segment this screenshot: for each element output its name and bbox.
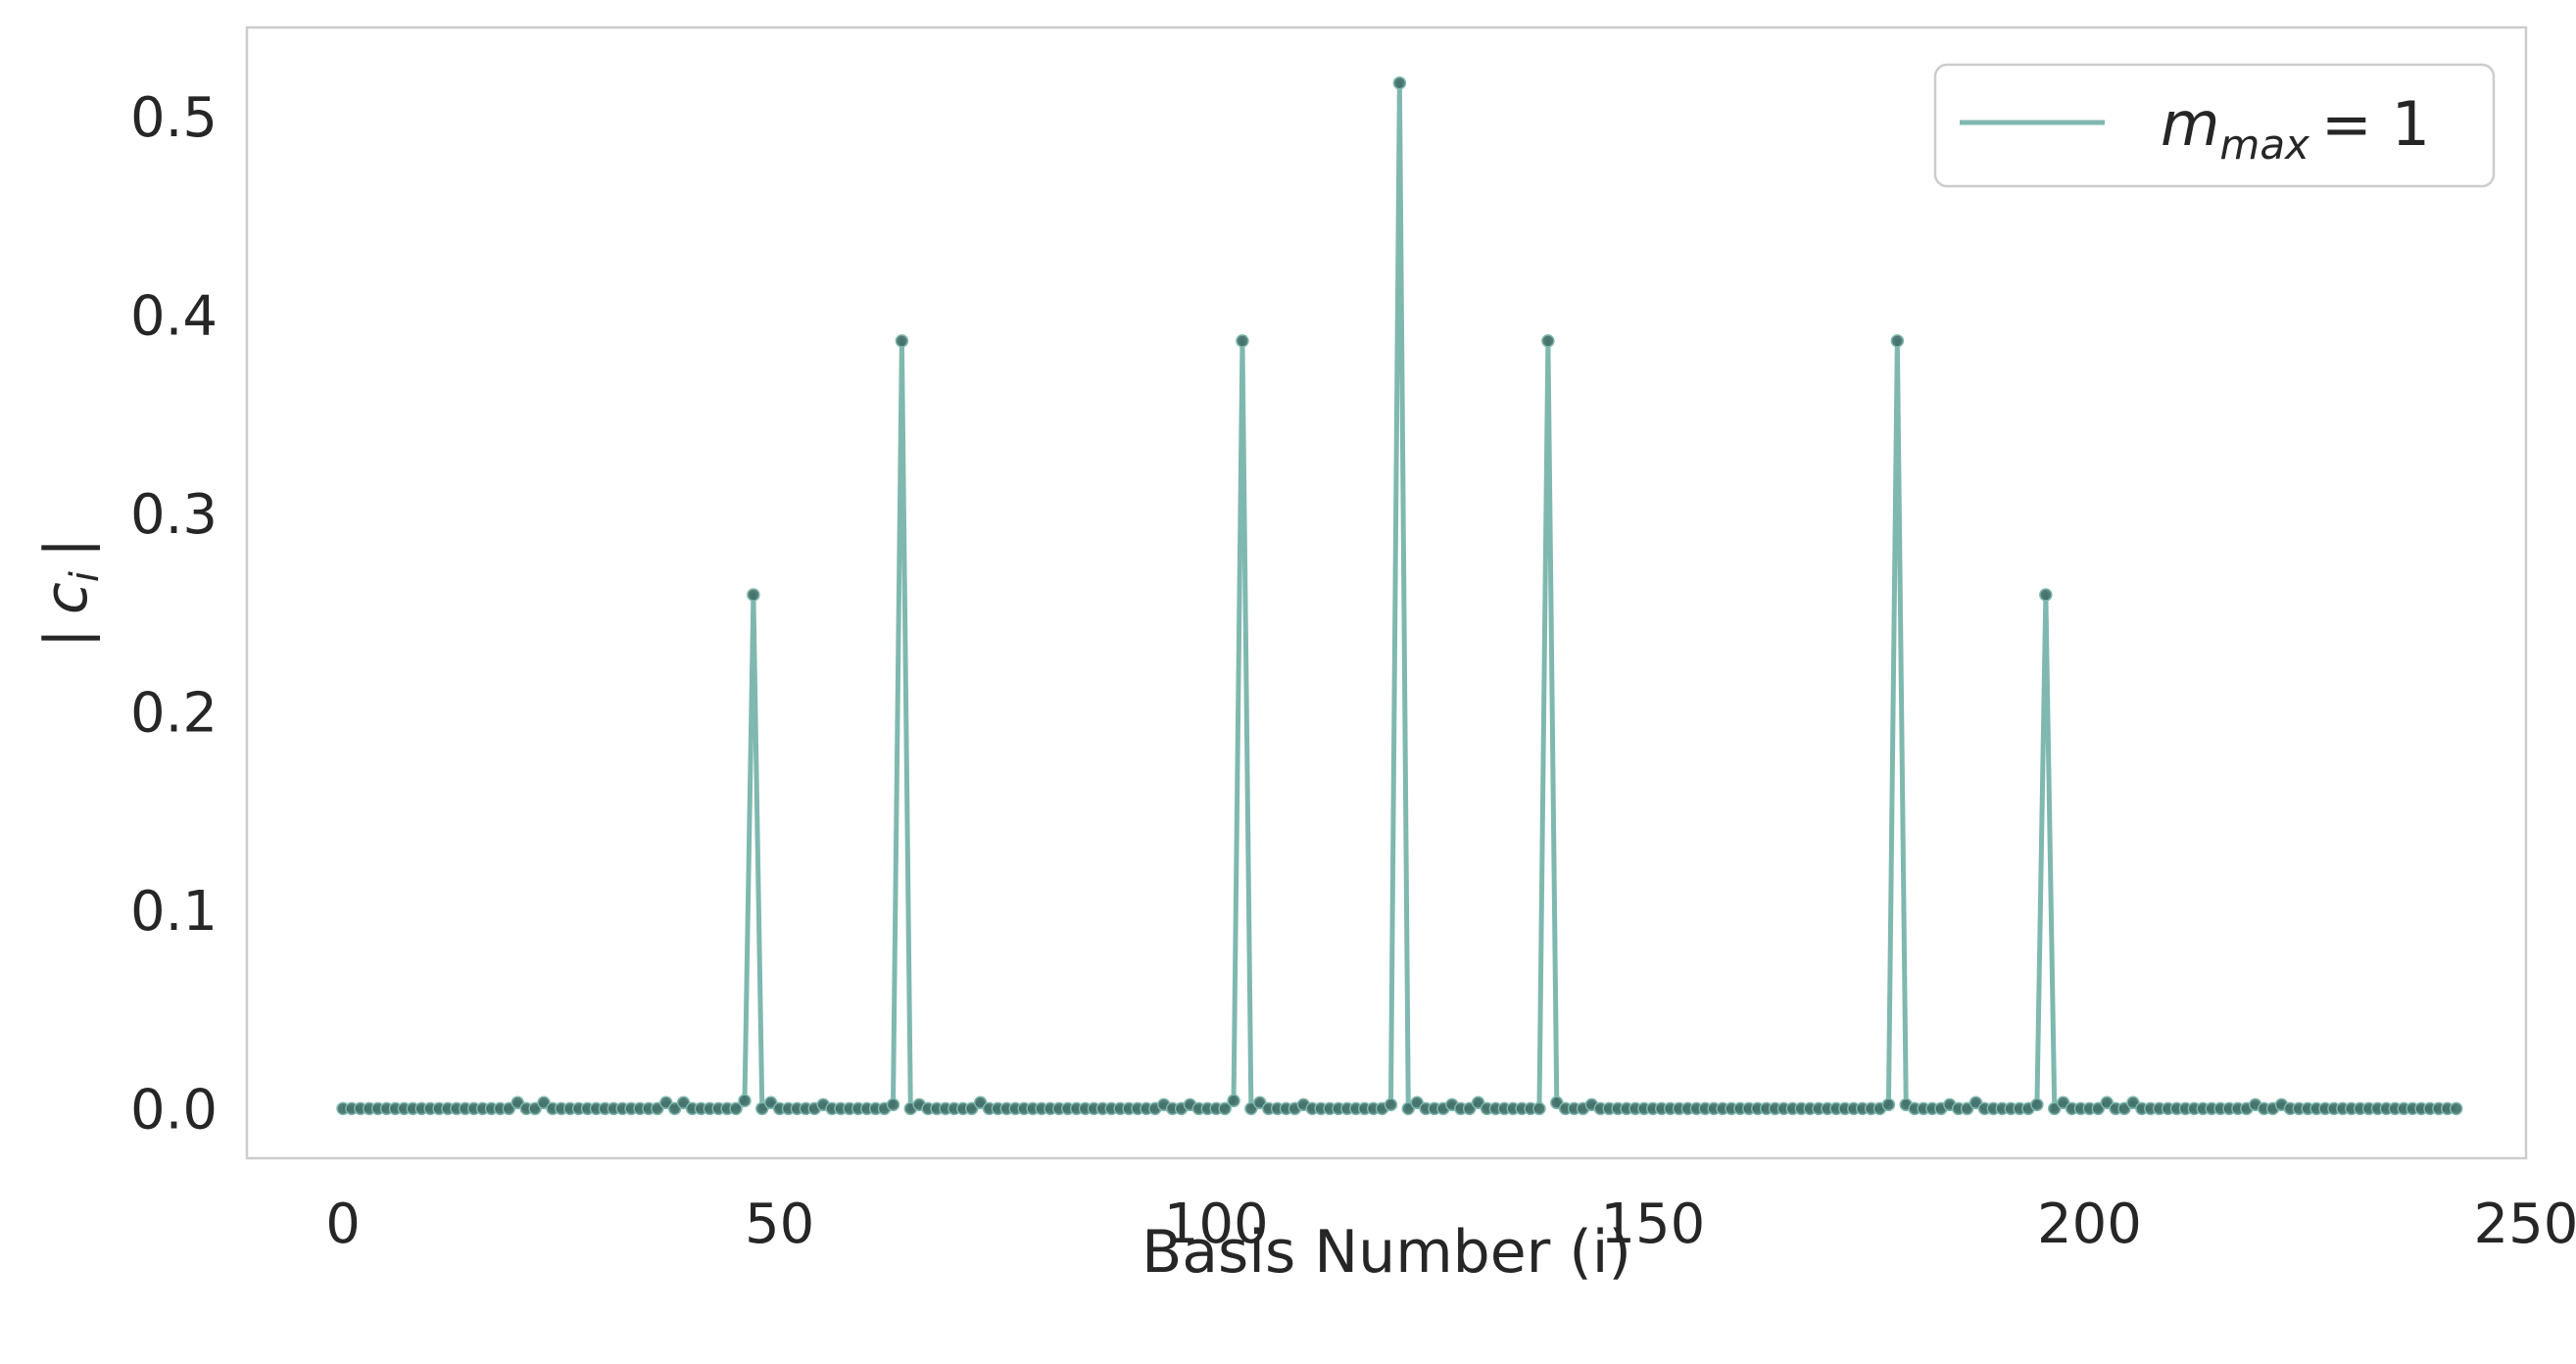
data-point: [1541, 334, 1555, 348]
x-tick-labels: 0 50 100 150 200 250: [325, 1193, 2576, 1256]
series-layer: [336, 75, 2463, 1116]
x-tick-label: 50: [745, 1193, 814, 1256]
legend: mmax = 1: [1933, 63, 2496, 188]
data-point: [729, 1101, 743, 1116]
y-tick-label: 0.3: [130, 483, 218, 547]
data-point: [2039, 588, 2053, 602]
data-point: [2030, 1097, 2044, 1112]
data-point: [2449, 1101, 2463, 1116]
data-point: [1881, 1097, 1896, 1112]
data-point: [738, 1094, 752, 1108]
data-point: [747, 588, 760, 602]
y-tick-label: 0.0: [130, 1078, 218, 1142]
x-axis-label: Basis Number (i): [1142, 1218, 1631, 1287]
x-tick-label: 0: [325, 1193, 361, 1256]
x-tick-label: 200: [2037, 1193, 2142, 1256]
data-point: [1227, 1094, 1240, 1108]
x-tick-label: 250: [2474, 1193, 2576, 1256]
y-tick-label: 0.2: [130, 681, 218, 745]
data-point: [1236, 334, 1249, 348]
data-point: [886, 1097, 900, 1112]
data-point: [1392, 75, 1407, 90]
y-tick-label: 0.5: [130, 86, 218, 150]
svg-text:|ci|: |ci|: [32, 538, 108, 649]
data-point: [895, 334, 909, 348]
x-tick-label: 100: [1164, 1193, 1269, 1256]
y-tick-label: 0.1: [130, 880, 218, 944]
y-axis-label: |ci|: [32, 538, 108, 649]
data-point: [1890, 334, 1905, 348]
data-point: [1532, 1101, 1546, 1116]
y-tick-labels: 0.0 0.1 0.2 0.3 0.4 0.5: [130, 86, 218, 1142]
x-tick-label: 150: [1600, 1193, 1705, 1256]
y-tick-label: 0.4: [130, 285, 218, 349]
plot-area: [245, 25, 2528, 1160]
legend-box: [1933, 63, 2496, 188]
legend-entry-label: mmax = 1: [2161, 88, 2430, 169]
data-point: [1384, 1097, 1398, 1112]
data-point: [1218, 1101, 1232, 1116]
